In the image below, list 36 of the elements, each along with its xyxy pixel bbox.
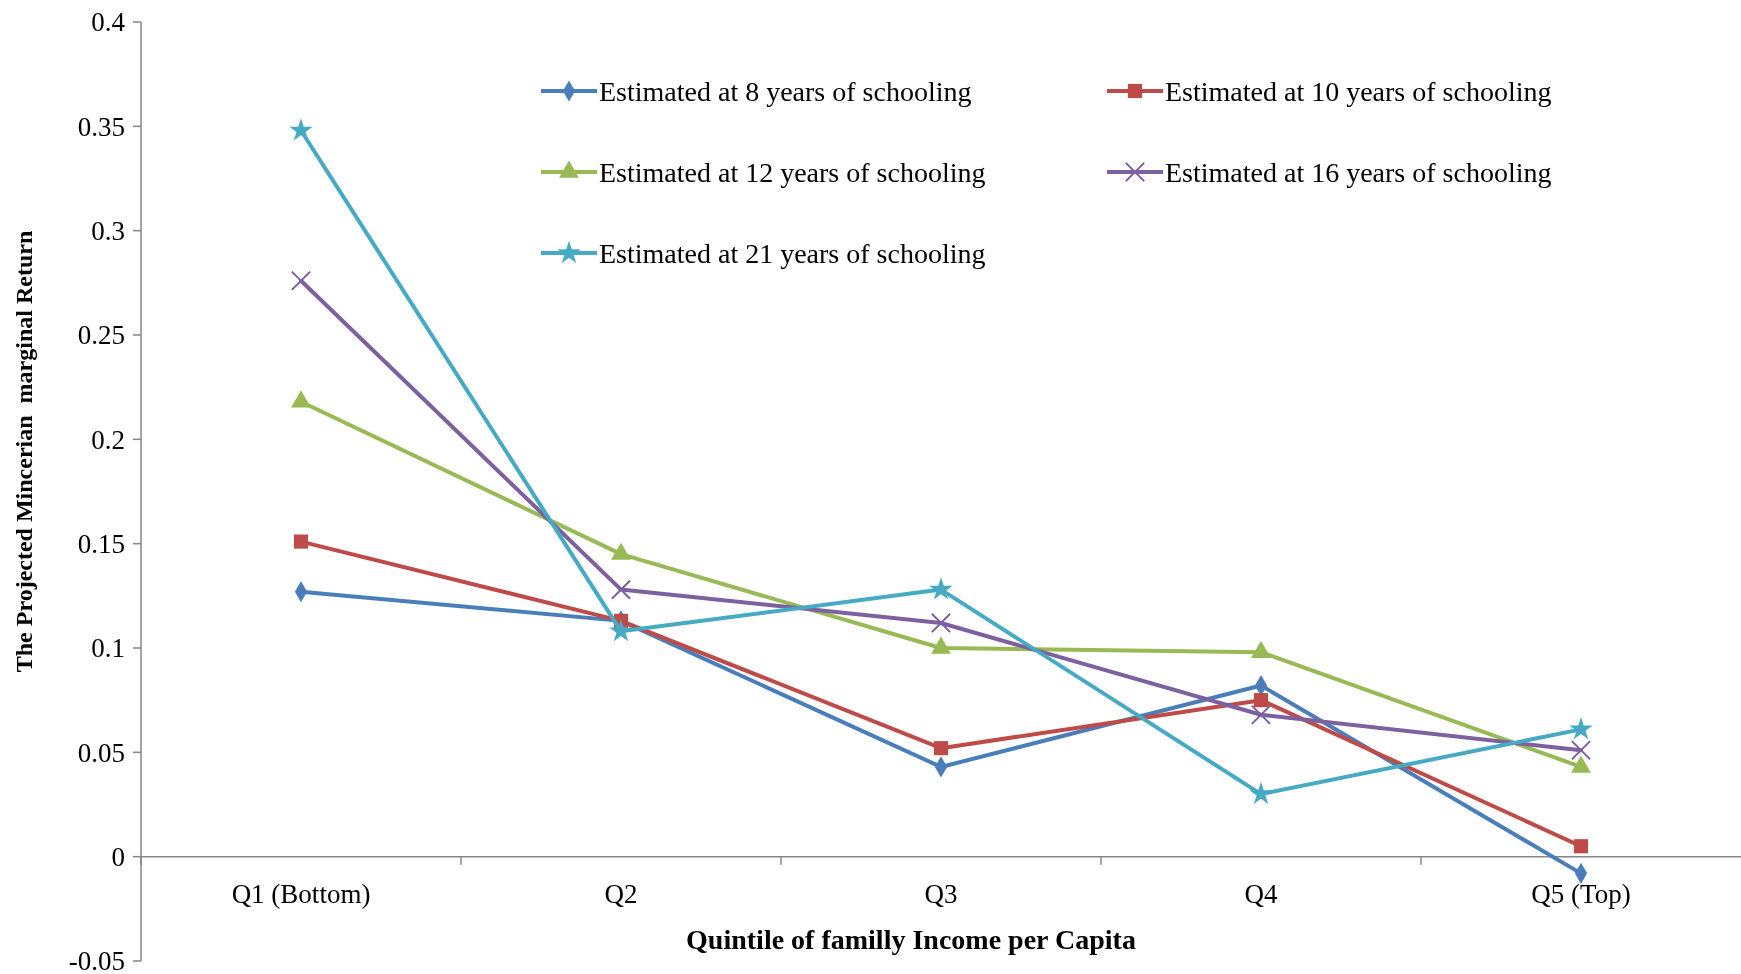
point bbox=[930, 612, 952, 634]
point bbox=[610, 579, 632, 600]
point bbox=[933, 741, 949, 756]
x-tick-label: Q1 (Bottom) bbox=[231, 878, 371, 909]
y-tick-label: 0.1 bbox=[91, 633, 125, 664]
y-tick-label: 0 bbox=[111, 842, 125, 873]
y-tick-label: 0.05 bbox=[77, 737, 125, 768]
x-tick-label: Q3 bbox=[924, 878, 958, 909]
legend-label: Estimated at 10 years of schooling bbox=[1165, 75, 1552, 107]
point bbox=[290, 270, 312, 291]
y-axis-title: The Projected Mincerian marginal Return bbox=[11, 230, 37, 673]
y-tick-label: -0.05 bbox=[68, 946, 125, 974]
legend-label: Estimated at 8 years of schooling bbox=[599, 75, 972, 107]
y-tick-label: 0.4 bbox=[91, 7, 126, 38]
y-tick-label: 0.3 bbox=[91, 216, 125, 247]
point bbox=[1570, 740, 1592, 761]
legend-label: Estimated at 21 years of schooling bbox=[599, 237, 986, 269]
point bbox=[1573, 839, 1589, 854]
point bbox=[293, 534, 309, 549]
point bbox=[1249, 781, 1273, 805]
point bbox=[289, 118, 313, 141]
y-tick-label: 0.15 bbox=[77, 529, 125, 560]
point bbox=[1250, 704, 1272, 725]
point bbox=[609, 619, 633, 642]
y-tick-label: 0.25 bbox=[77, 320, 125, 351]
x-tick-label: Q5 (Top) bbox=[1531, 878, 1631, 909]
legend-label: Estimated at 16 years of schooling bbox=[1165, 156, 1552, 188]
x-axis-title: Quintile of familly Income per Capita bbox=[686, 924, 1136, 955]
point bbox=[1253, 693, 1269, 708]
y-tick-label: 0.2 bbox=[91, 424, 125, 455]
x-tick-label: Q2 bbox=[604, 878, 638, 909]
point bbox=[929, 577, 953, 600]
x-tick-label: Q4 bbox=[1244, 878, 1278, 909]
point bbox=[1569, 717, 1593, 740]
y-tick-label: 0.35 bbox=[77, 111, 125, 142]
legend-label: Estimated at 12 years of schooling bbox=[599, 156, 986, 188]
